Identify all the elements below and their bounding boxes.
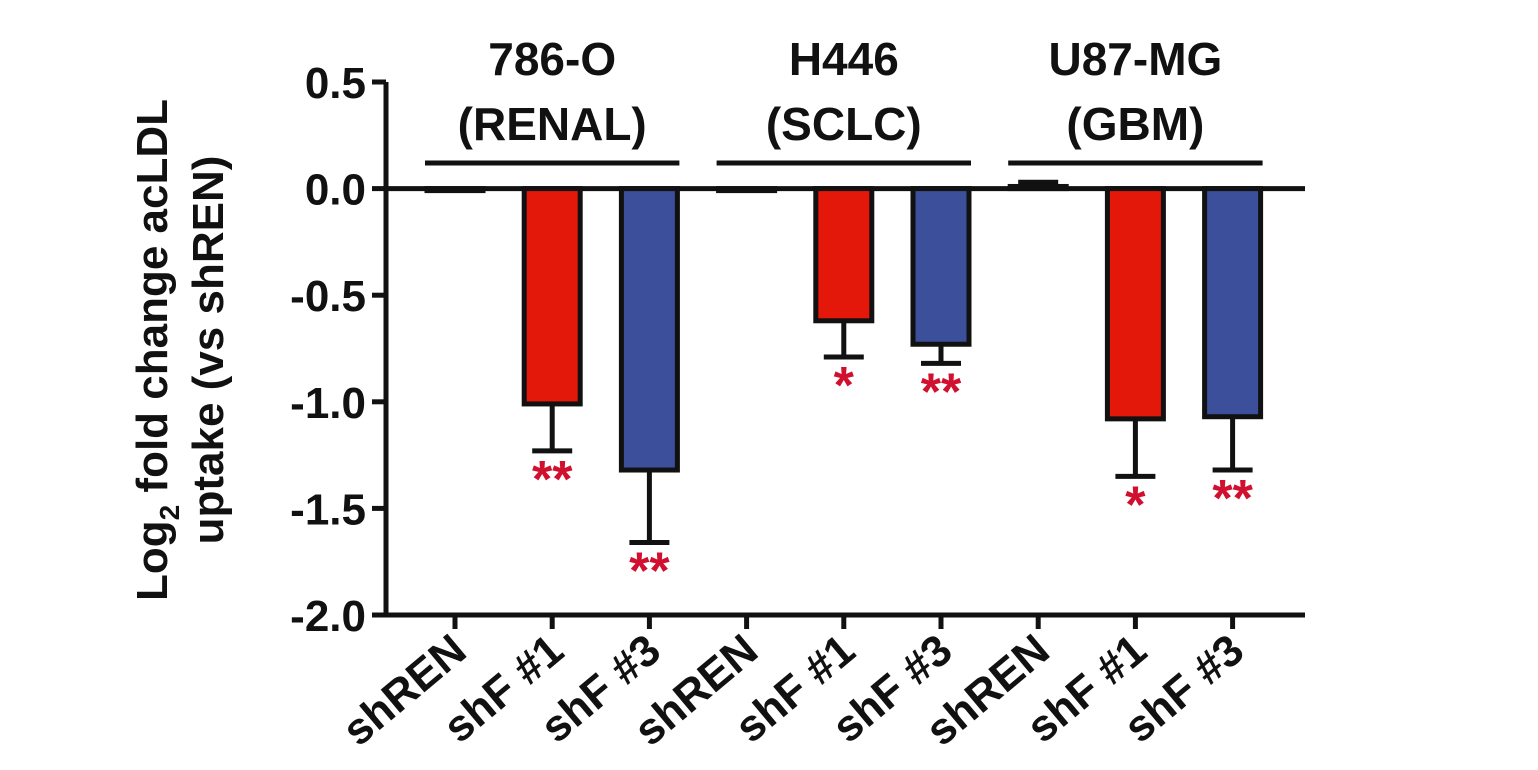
- bar: [910, 186, 972, 347]
- bar: [716, 186, 778, 194]
- significance-marker: **: [921, 363, 962, 421]
- group-label-line2: (SCLC): [766, 98, 922, 150]
- significance-marker: **: [629, 543, 670, 601]
- bar: [1202, 186, 1264, 420]
- significance-marker: **: [1212, 470, 1253, 528]
- bar: [813, 186, 875, 324]
- group-label-line1: H446: [789, 33, 899, 85]
- y-tick-label: 0.0: [305, 166, 366, 215]
- significance-marker: *: [834, 357, 855, 415]
- bar: [424, 186, 486, 194]
- group-label-line2: (GBM): [1066, 98, 1204, 150]
- y-axis-label-line2: uptake (vs shREN): [184, 156, 233, 545]
- y-tick-label: 0.5: [305, 59, 366, 108]
- y-tick-label: -1.0: [290, 379, 366, 428]
- significance-marker: **: [532, 451, 573, 509]
- bar: [1007, 183, 1069, 192]
- significance-marker: *: [1125, 476, 1146, 534]
- bar: [521, 186, 583, 407]
- y-tick-label: -1.5: [290, 485, 366, 534]
- group-label-line1: 786-O: [488, 33, 616, 85]
- bar: [1104, 186, 1166, 422]
- group-label-line2: (RENAL): [458, 98, 647, 150]
- bar: [618, 186, 680, 473]
- group-label-line1: U87-MG: [1048, 33, 1222, 85]
- y-tick-label: -0.5: [290, 272, 366, 321]
- y-axis-label-line1: Log2 fold change acLDL: [128, 99, 185, 601]
- y-tick-label: -2.0: [290, 592, 366, 641]
